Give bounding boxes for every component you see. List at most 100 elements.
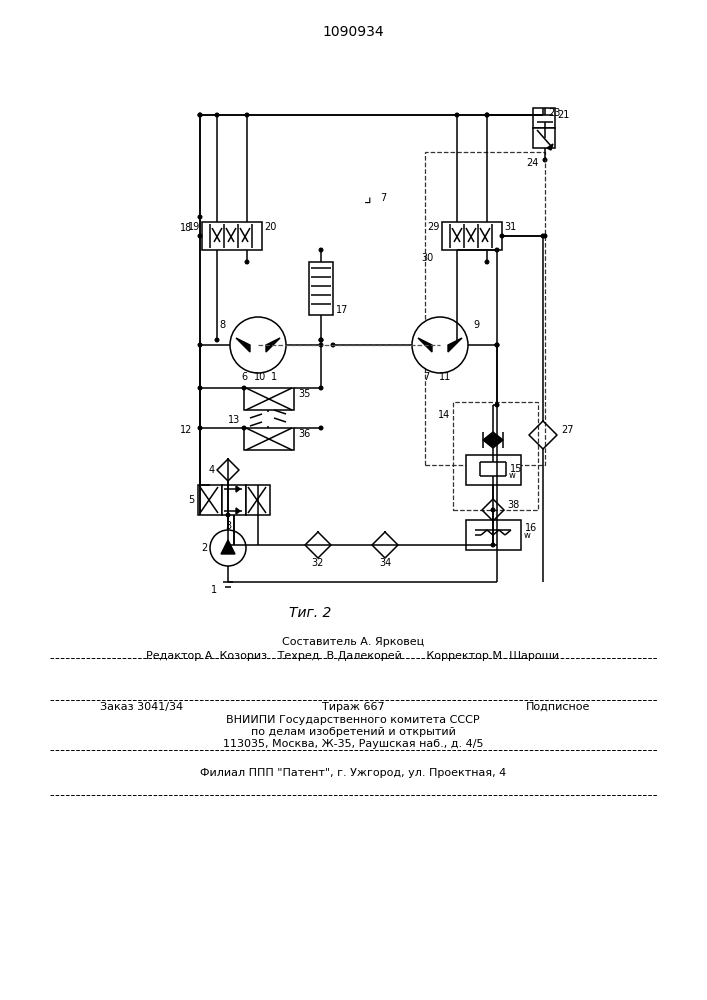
Circle shape <box>455 338 460 342</box>
Circle shape <box>214 338 219 342</box>
Polygon shape <box>236 486 240 492</box>
Polygon shape <box>448 338 462 352</box>
Circle shape <box>540 233 546 238</box>
Text: 7: 7 <box>380 193 386 203</box>
Bar <box>246 485 270 515</box>
Circle shape <box>230 317 286 373</box>
Circle shape <box>197 426 202 430</box>
Circle shape <box>484 259 489 264</box>
Text: Тираж 667: Тираж 667 <box>322 702 385 712</box>
Text: Τиг. 2: Τиг. 2 <box>289 606 331 620</box>
Circle shape <box>197 215 202 220</box>
Circle shape <box>197 385 202 390</box>
Text: 38: 38 <box>507 500 519 510</box>
Circle shape <box>500 233 505 238</box>
Text: 34: 34 <box>379 558 391 568</box>
Circle shape <box>491 508 496 512</box>
Text: 24: 24 <box>527 158 539 168</box>
Text: 36: 36 <box>298 429 310 439</box>
Circle shape <box>210 530 246 566</box>
Circle shape <box>318 426 324 430</box>
Text: 1: 1 <box>271 372 277 382</box>
Text: Составитель А. Ярковец: Составитель А. Ярковец <box>282 637 424 647</box>
Circle shape <box>318 338 324 342</box>
Circle shape <box>245 259 250 264</box>
Circle shape <box>484 112 489 117</box>
Circle shape <box>197 112 202 117</box>
Circle shape <box>491 542 496 548</box>
Bar <box>425 152 545 465</box>
Circle shape <box>318 385 324 390</box>
Circle shape <box>226 512 230 518</box>
Polygon shape <box>483 432 493 448</box>
Circle shape <box>214 112 219 117</box>
Bar <box>453 402 538 510</box>
Polygon shape <box>221 540 235 554</box>
Bar <box>309 262 333 315</box>
Polygon shape <box>236 508 240 514</box>
Circle shape <box>494 542 500 548</box>
Bar <box>466 455 521 485</box>
Circle shape <box>494 402 500 408</box>
Text: 23: 23 <box>548 108 561 118</box>
Text: 11: 11 <box>439 372 451 382</box>
Text: 17: 17 <box>336 305 349 315</box>
Text: 8: 8 <box>219 320 225 330</box>
Text: 10: 10 <box>254 372 266 382</box>
Circle shape <box>318 247 324 252</box>
Text: 21: 21 <box>557 110 569 120</box>
Text: 12: 12 <box>180 425 192 435</box>
Text: 31: 31 <box>504 222 516 232</box>
Text: 29: 29 <box>428 222 440 232</box>
Polygon shape <box>493 432 503 448</box>
Text: 6: 6 <box>241 372 247 382</box>
Circle shape <box>494 247 500 252</box>
Text: 35: 35 <box>298 389 310 399</box>
Text: 32: 32 <box>312 558 325 568</box>
Circle shape <box>197 233 202 238</box>
Text: 3: 3 <box>225 521 231 531</box>
Circle shape <box>242 385 247 390</box>
Circle shape <box>226 542 230 548</box>
Circle shape <box>455 112 460 117</box>
Circle shape <box>542 233 547 238</box>
Circle shape <box>318 338 324 342</box>
Text: Филиал ППП "Патент", г. Ужгород, ул. Проектная, 4: Филиал ППП "Патент", г. Ужгород, ул. Про… <box>200 768 506 778</box>
Circle shape <box>197 342 202 348</box>
Circle shape <box>494 342 500 348</box>
Circle shape <box>318 342 324 348</box>
Circle shape <box>242 426 247 430</box>
Text: 113035, Москва, Ж-35, Раушская наб., д. 4/5: 113035, Москва, Ж-35, Раушская наб., д. … <box>223 739 484 749</box>
Text: ВНИИПИ Государственного комитета СССР: ВНИИПИ Государственного комитета СССР <box>226 715 480 725</box>
Text: 2: 2 <box>201 543 207 553</box>
Bar <box>442 222 502 250</box>
Circle shape <box>542 157 547 162</box>
Bar <box>222 485 246 515</box>
Text: w: w <box>524 532 531 540</box>
Text: Заказ 3041/34: Заказ 3041/34 <box>100 702 183 712</box>
Text: 5: 5 <box>188 495 194 505</box>
Text: 20: 20 <box>264 222 276 232</box>
Text: 1090934: 1090934 <box>322 25 384 39</box>
Bar <box>202 222 262 250</box>
Text: w: w <box>509 472 516 481</box>
Text: Подписное: Подписное <box>525 702 590 712</box>
Text: по делам изобретений и открытий: по делам изобретений и открытий <box>250 727 455 737</box>
Circle shape <box>494 342 500 348</box>
Text: ⌟: ⌟ <box>364 188 372 206</box>
Text: 27: 27 <box>561 425 573 435</box>
Polygon shape <box>266 338 280 352</box>
Text: Редактор А. Козориз   Техред  В.Далекорей       Корректор М. Шароши: Редактор А. Козориз Техред В.Далекорей К… <box>146 651 559 661</box>
Text: 14: 14 <box>438 410 450 420</box>
Text: 18: 18 <box>180 223 192 233</box>
Polygon shape <box>236 338 250 352</box>
Circle shape <box>491 542 496 548</box>
Bar <box>533 108 555 128</box>
Text: 16: 16 <box>525 523 537 533</box>
Text: 19: 19 <box>188 222 200 232</box>
Bar <box>466 520 521 550</box>
Text: 9: 9 <box>473 320 479 330</box>
Polygon shape <box>418 338 432 352</box>
Bar <box>244 428 294 450</box>
Circle shape <box>330 342 336 348</box>
